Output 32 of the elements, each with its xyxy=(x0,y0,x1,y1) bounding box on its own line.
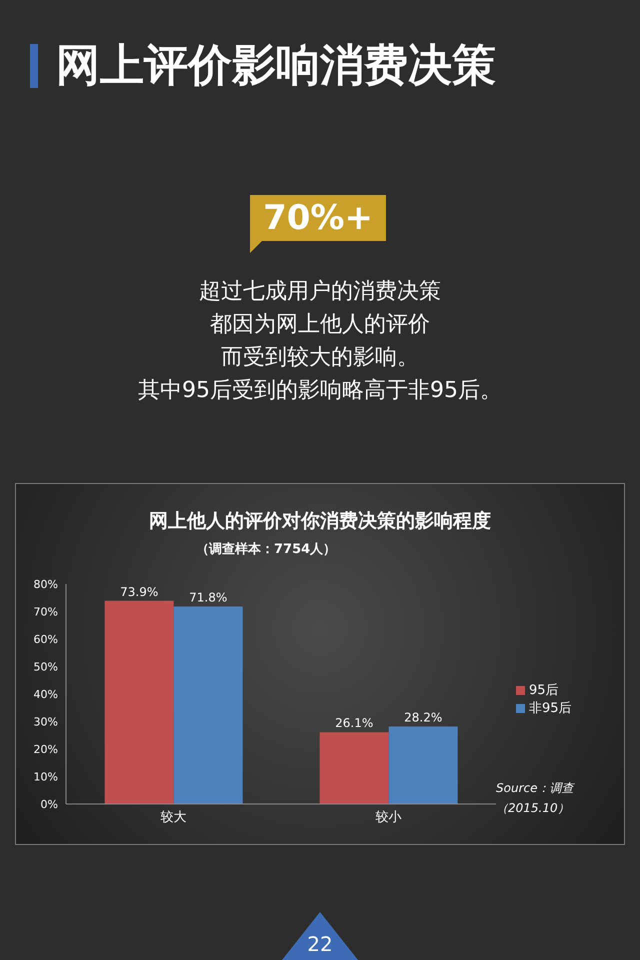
text: 22 xyxy=(306,932,334,956)
data-label: 73.9% xyxy=(120,584,158,599)
y-tick-label: 10% xyxy=(34,770,58,784)
legend-label: 95后 xyxy=(529,683,559,698)
y-tick-label: 50% xyxy=(34,660,58,674)
annotation: Source：调查 xyxy=(496,780,574,797)
y-tick-label: 70% xyxy=(34,605,58,618)
text: 超过七成用户的消费决策 xyxy=(198,278,442,306)
data-label: 28.2% xyxy=(404,710,442,724)
bar xyxy=(174,606,243,804)
data-label: 26.1% xyxy=(335,716,374,730)
text: 都因为网上他人的评价 xyxy=(209,311,431,339)
x-tick-label: 较小 xyxy=(376,810,402,826)
y-tick-label: 0% xyxy=(40,798,58,811)
chart-subtitle: （调查样本：7754人） xyxy=(196,541,336,558)
annotation: （2015.10） xyxy=(496,800,570,817)
bar xyxy=(388,726,458,804)
y-tick-label: 20% xyxy=(34,742,58,756)
data-label: 71.8% xyxy=(189,590,228,605)
text: 而受到较大的影响。 xyxy=(220,344,420,372)
y-tick-label: 30% xyxy=(34,715,58,728)
legend-label: 非95后 xyxy=(529,701,572,716)
x-tick-label: 较大 xyxy=(160,810,186,826)
text: 70%+ xyxy=(250,195,386,241)
y-tick-label: 40% xyxy=(34,688,58,701)
y-tick-label: 80% xyxy=(34,578,58,591)
chart-title: 网上他人的评价对你消费决策的影响程度 xyxy=(148,509,492,534)
bar xyxy=(320,732,389,804)
y-tick-label: 60% xyxy=(34,632,58,646)
text: 其中95后受到的影响略高于非95后。 xyxy=(137,377,503,405)
bar xyxy=(104,600,174,804)
text: 网上评价影响消费决策 xyxy=(56,39,496,93)
